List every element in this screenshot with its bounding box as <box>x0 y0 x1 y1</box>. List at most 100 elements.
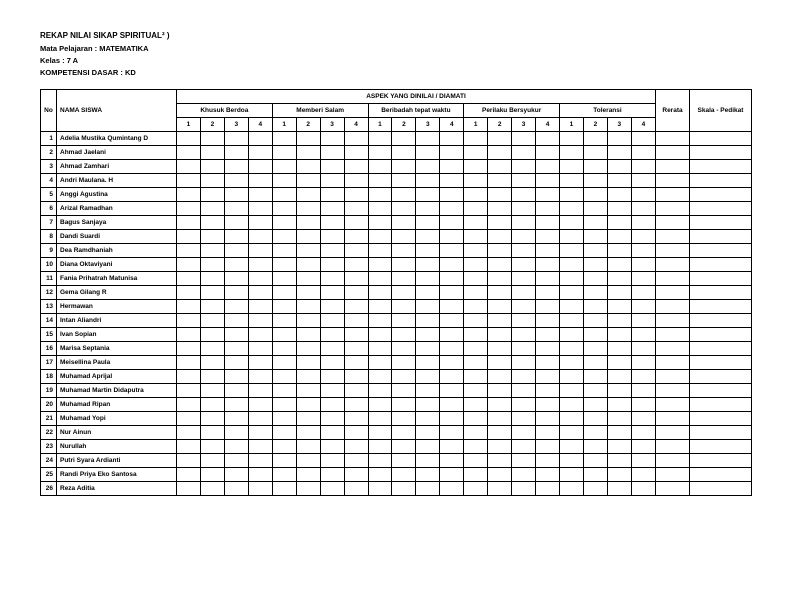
cell-score <box>368 383 392 397</box>
cell-score <box>320 313 344 327</box>
cell-score <box>272 425 296 439</box>
cell-score <box>344 159 368 173</box>
cell-score <box>248 257 272 271</box>
cell-score <box>631 215 655 229</box>
cell-score <box>583 187 607 201</box>
cell-score <box>536 439 560 453</box>
cell-score <box>296 369 320 383</box>
cell-score <box>200 229 224 243</box>
cell-nama: Anggi Agustina <box>57 187 177 201</box>
cell-score <box>272 341 296 355</box>
cell-score <box>440 187 464 201</box>
cell-score <box>200 411 224 425</box>
cell-score <box>607 439 631 453</box>
cell-score <box>177 425 201 439</box>
cell-score <box>296 201 320 215</box>
cell-score <box>248 467 272 481</box>
cell-score <box>368 453 392 467</box>
cell-score <box>583 243 607 257</box>
cell-nama: Gema Gilang R <box>57 285 177 299</box>
sub-header: 4 <box>344 117 368 131</box>
cell-score <box>177 299 201 313</box>
cell-score <box>464 145 488 159</box>
cell-skala <box>690 327 752 341</box>
cell-score <box>416 481 440 495</box>
cell-score <box>536 229 560 243</box>
cell-score <box>464 369 488 383</box>
table-row: 9Dea Ramdhaniah <box>41 243 752 257</box>
cell-score <box>607 481 631 495</box>
cell-score <box>512 299 536 313</box>
cell-nama: Ivan Sopian <box>57 327 177 341</box>
cell-rerata <box>656 313 690 327</box>
cell-score <box>320 397 344 411</box>
sub-header: 3 <box>224 117 248 131</box>
cell-score <box>177 453 201 467</box>
col-nama-header: NAMA SISWA <box>57 89 177 131</box>
cell-score <box>464 397 488 411</box>
grade-table: No NAMA SISWA ASPEK YANG DINILAI / DIAMA… <box>40 89 752 496</box>
cell-score <box>200 341 224 355</box>
cell-score <box>560 187 584 201</box>
cell-score <box>368 285 392 299</box>
cell-score <box>296 131 320 145</box>
cell-score <box>536 355 560 369</box>
cell-score <box>272 411 296 425</box>
cell-score <box>416 299 440 313</box>
cell-score <box>607 243 631 257</box>
cell-score <box>368 145 392 159</box>
cell-score <box>536 425 560 439</box>
cell-score <box>248 313 272 327</box>
cell-score <box>536 453 560 467</box>
cell-score <box>583 369 607 383</box>
title: REKAP NILAI SIKAP SPIRITUAL² ) <box>40 30 752 43</box>
cell-score <box>440 467 464 481</box>
cell-nama: Dandi Suardi <box>57 229 177 243</box>
table-row: 21Muhamad Yopi <box>41 411 752 425</box>
cell-no: 8 <box>41 229 57 243</box>
cell-score <box>583 397 607 411</box>
cell-score <box>344 201 368 215</box>
cell-score <box>392 159 416 173</box>
cell-score <box>320 453 344 467</box>
cell-score <box>583 229 607 243</box>
cell-score <box>607 257 631 271</box>
cell-score <box>440 131 464 145</box>
cell-score <box>488 229 512 243</box>
cell-score <box>272 271 296 285</box>
table-row: 24Putri Syara Ardianti <box>41 453 752 467</box>
cell-score <box>440 313 464 327</box>
cell-score <box>296 159 320 173</box>
cell-score <box>488 383 512 397</box>
table-row: 3Ahmad Zamhari <box>41 159 752 173</box>
mata-pelajaran-value: MATEMATIKA <box>99 44 148 53</box>
cell-score <box>248 341 272 355</box>
cell-score <box>464 453 488 467</box>
cell-score <box>631 173 655 187</box>
cell-score <box>512 369 536 383</box>
cell-rerata <box>656 159 690 173</box>
cell-score <box>416 187 440 201</box>
cell-score <box>464 201 488 215</box>
cell-score <box>177 159 201 173</box>
cell-score <box>607 383 631 397</box>
cell-score <box>583 439 607 453</box>
cell-score <box>200 285 224 299</box>
cell-score <box>320 481 344 495</box>
cell-score <box>200 257 224 271</box>
cell-score <box>631 201 655 215</box>
cell-score <box>536 187 560 201</box>
cell-score <box>177 313 201 327</box>
cell-score <box>177 285 201 299</box>
sub-header: 3 <box>512 117 536 131</box>
sub-header: 1 <box>464 117 488 131</box>
cell-rerata <box>656 439 690 453</box>
cell-nama: Bagus Sanjaya <box>57 215 177 229</box>
cell-score <box>296 355 320 369</box>
cell-score <box>512 453 536 467</box>
sub-header: 3 <box>607 117 631 131</box>
cell-no: 26 <box>41 481 57 495</box>
cell-skala <box>690 131 752 145</box>
cell-nama: Randi Priya Eko Santosa <box>57 467 177 481</box>
cell-no: 21 <box>41 411 57 425</box>
